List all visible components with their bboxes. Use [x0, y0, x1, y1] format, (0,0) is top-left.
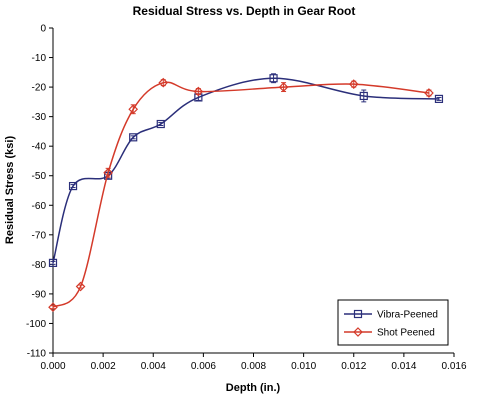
x-tick-label: 0.002 [91, 361, 116, 372]
y-tick-label: 0 [40, 24, 46, 35]
x-tick-label: 0.016 [441, 361, 466, 372]
legend-label: Shot Peened [377, 328, 435, 339]
x-tick-label: 0.000 [40, 361, 65, 372]
y-tick-label: -50 [32, 171, 47, 182]
data-point [48, 258, 58, 267]
legend-item: Vibra-Peened [344, 310, 438, 321]
chart-title: Residual Stress vs. Depth in Gear Root [133, 4, 356, 18]
y-tick-label: -30 [32, 112, 47, 123]
y-axis-label: Residual Stress (ksi) [4, 136, 16, 245]
data-point [359, 91, 368, 101]
data-point [129, 133, 138, 142]
x-tick-label: 0.006 [191, 361, 216, 372]
x-axis-label: Depth (in.) [226, 382, 281, 394]
y-ticks: 0 -10 -20 -30 -40 -50 -60 -70 -80 -90 -100 -110 [26, 24, 53, 360]
legend-label: Vibra-Peened [377, 310, 438, 321]
data-point [75, 281, 86, 292]
legend-item: Shot Peened [344, 327, 435, 339]
x-tick-label: 0.004 [141, 361, 166, 372]
x-ticks: 0.000 0.002 0.004 0.006 0.008 0.010 0.012 0.014… [40, 353, 467, 372]
y-tick-label: -90 [32, 289, 47, 300]
y-tick-label: -100 [26, 319, 46, 330]
series-2 [48, 77, 434, 313]
data-point [424, 88, 434, 98]
data-point [156, 119, 165, 129]
data-point [128, 104, 139, 115]
y-tick-label: -110 [27, 349, 47, 360]
series-layer [48, 73, 444, 313]
legend-marker [353, 309, 363, 319]
y-tick-label: -20 [32, 83, 47, 94]
x-tick-label: 0.010 [291, 361, 316, 372]
legend: Vibra-Peened Shot Peened [337, 299, 449, 346]
series-line [52, 81, 429, 308]
y-tick-label: -40 [32, 142, 47, 153]
legend-box [337, 299, 449, 346]
x-tick-label: 0.012 [341, 361, 366, 372]
data-point [348, 79, 359, 89]
x-tick-label: 0.014 [391, 361, 416, 372]
y-tick-label: -10 [32, 53, 47, 64]
series-line [52, 77, 440, 264]
data-point [278, 82, 289, 92]
legend-marker [353, 327, 363, 337]
data-point [158, 77, 169, 88]
y-tick-label: -70 [32, 230, 47, 241]
data-point [48, 302, 58, 313]
data-point [103, 167, 113, 178]
data-point [193, 86, 204, 97]
data-point [269, 74, 278, 83]
y-tick-label: -60 [32, 201, 47, 212]
series-1 [48, 73, 444, 267]
data-point [434, 94, 444, 104]
data-point [68, 181, 78, 191]
y-tick-label: -80 [32, 260, 47, 271]
x-tick-label: 0.008 [241, 361, 266, 372]
